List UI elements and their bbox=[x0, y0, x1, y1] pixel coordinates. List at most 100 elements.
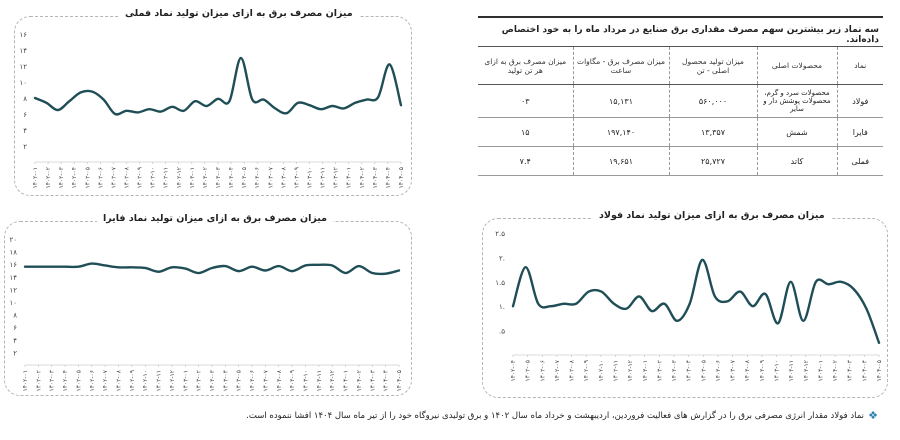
x-tick-label: ۱۴۰۳-۰۷ bbox=[730, 359, 737, 381]
table-row: فملی کاتد ۲۵,۷۲۷ ۱۹,۶۵۱ ۷.۴ bbox=[478, 146, 883, 176]
chart-title-fameli: میزان مصرف برق به ازای میزان تولید نماد … bbox=[119, 8, 359, 19]
x-tick-label: ۱۴۰۲-۰۷ bbox=[554, 359, 561, 381]
header-per-ton: میزان مصرف برق به ازای هر تن تولید bbox=[478, 46, 573, 85]
chart-faira: ۲۰ ۱۸ ۱۶ ۱۴ ۱۲ ۱۰ ۸ ۶ ۴ ۲ ۱۴۰۲-۰۱ ۱۴۰۲-۰۲ ۱۴۰۲-۰۳ ۱۴۰… bbox=[9, 236, 403, 392]
y-tick-label: ۱۴ bbox=[19, 47, 27, 55]
series-line bbox=[511, 258, 881, 344]
x-tick-label: ۱۴۰۲-۰۴ bbox=[510, 360, 517, 382]
x-tick-label: ۱۴۰۳-۰۲ bbox=[196, 370, 203, 392]
cell-production: ۵۶۰,۰۰۰ bbox=[668, 84, 757, 118]
header-production: میزان تولید محصول اصلی - تن bbox=[668, 46, 757, 85]
x-tick-label: ۱۴۰۲-۰۳ bbox=[49, 369, 56, 391]
x-tick-label: ۱۴۰۳-۰۳ bbox=[215, 166, 222, 188]
x-tick-label: ۱۴۰۴-۰۵ bbox=[398, 167, 405, 189]
x-tick-label: ۱۴۰۳-۰۸ bbox=[280, 166, 287, 188]
x-tick-label: ۱۴۰۲-۰۸ bbox=[124, 166, 131, 188]
y-tick-label: ۱۶ bbox=[19, 31, 27, 39]
x-tick-label: ۱۴۰۲-۰۵ bbox=[84, 167, 91, 189]
cell-per-ton: ۱۵ bbox=[478, 117, 573, 147]
x-tick-label: ۱۴۰۲-۰۲ bbox=[45, 167, 52, 189]
x-tick-label: ۱۴۰۲-۰۹ bbox=[129, 370, 136, 392]
x-tick-label: ۱۴۰۲-۰۹ bbox=[583, 360, 590, 382]
table-top-rule bbox=[478, 16, 883, 18]
x-tick-label: ۱۴۰۲-۰۶ bbox=[97, 167, 104, 189]
x-tick-label: ۱۴۰۳-۱۰ bbox=[303, 370, 310, 392]
x-tick-label: ۱۴۰۳-۰۹ bbox=[759, 360, 766, 382]
x-tick-label: ۱۴۰۴-۰۲ bbox=[359, 167, 366, 189]
x-tick-label: ۱۴۰۴-۰۳ bbox=[372, 166, 379, 188]
y-tick-label: ۸ bbox=[23, 95, 27, 103]
y-tick-label: ۱۰ bbox=[9, 299, 17, 307]
x-tick-label: ۱۴۰۲-۰۸ bbox=[569, 359, 576, 381]
x-tick-label: ۱۴۰۲-۰۳ bbox=[58, 166, 65, 188]
cell-products: شمش bbox=[756, 117, 837, 147]
y-tick-label: ۲۰ bbox=[9, 236, 17, 244]
x-tick-label: ۱۴۰۲-۰۵ bbox=[75, 370, 82, 392]
cell-per-ton: ۰۳ bbox=[478, 84, 573, 118]
chart-title-foolad: میزان مصرف برق به ازای میزان تولید نماد … bbox=[593, 210, 831, 221]
header-consumption: میزان مصرف برق - مگاوات ساعت bbox=[572, 46, 669, 85]
x-tick-label: ۱۴۰۳-۱۱ bbox=[316, 370, 323, 392]
x-tick-label: ۱۴۰۴-۰۴ bbox=[385, 167, 392, 189]
chart-title-faira: میزان مصرف برق به ازای میزان تولید نماد … bbox=[97, 213, 334, 224]
cell-consumption: ۱۹,۶۵۱ bbox=[572, 146, 669, 176]
y-tick-label: ۴ bbox=[23, 127, 27, 135]
table-header-row: نماد محصولات اصلی میزان تولید محصول اصلی… bbox=[478, 46, 883, 85]
table-row: فایرا شمش ۱۳,۳۵۷ ۱۹۷,۱۴۰ ۱۵ bbox=[478, 117, 883, 147]
x-tick-label: ۱۴۰۳-۰۵ bbox=[241, 167, 248, 189]
cell-consumption: ۱۵,۱۳۱ bbox=[572, 84, 669, 118]
x-tick-label: ۱۴۰۳-۱۰ bbox=[307, 167, 314, 189]
y-tick-label: ۱۲ bbox=[9, 286, 17, 294]
x-tick-label: ۱۴۰۳-۰۵ bbox=[700, 360, 707, 382]
x-tick-label: ۱۴۰۳-۱۱ bbox=[788, 360, 795, 382]
footnote-bullet-icon: ❖ bbox=[868, 409, 878, 422]
x-tick-label: ۱۴۰۳-۰۱ bbox=[642, 360, 649, 382]
y-tick-label: ۱۴ bbox=[9, 274, 17, 282]
x-tick-label: ۱۴۰۳-۰۴ bbox=[222, 370, 229, 392]
x-tick-label: ۱۴۰۳-۱۱ bbox=[320, 167, 327, 189]
x-tick-label: ۱۴۰۳-۱۰ bbox=[774, 360, 781, 382]
summary-table-block: سه نماد زیر بیشترین سهم مصرف مقداری برق … bbox=[478, 16, 883, 180]
x-tick-label: ۱۴۰۳-۱۲ bbox=[333, 167, 340, 189]
x-tick-label: ۱۴۰۳-۰۹ bbox=[293, 167, 300, 189]
x-tick-label: ۱۴۰۲-۱۰ bbox=[142, 370, 149, 392]
table-caption: سه نماد زیر بیشترین سهم مصرف مقداری برق … bbox=[501, 25, 879, 45]
chart-fameli: ۱۶ ۱۴ ۱۲ ۱۰ ۸ ۶ ۴ ۲ ۱۴۰۲-۰۱ ۱۴۰۲-۰۲ ۱۴۰۲-۰۳ ۱۴۰۲-۰۴… bbox=[19, 31, 405, 189]
x-tick-label: ۱۴۰۳-۰۷ bbox=[267, 166, 274, 188]
x-tick-label: ۱۴۰۲-۰۷ bbox=[102, 369, 109, 391]
y-tick-label: ۴ bbox=[13, 337, 17, 345]
chart-panel-foolad: میزان مصرف برق به ازای میزان تولید نماد … bbox=[482, 210, 888, 398]
summary-table: نماد محصولات اصلی میزان تولید محصول اصلی… bbox=[478, 46, 883, 176]
cell-per-ton: ۷.۴ bbox=[478, 146, 573, 176]
x-tick-label: ۱۴۰۳-۰۶ bbox=[249, 370, 256, 392]
y-tick-label: ۱۲ bbox=[19, 63, 27, 71]
x-tick-label: ۱۴۰۴-۰۵ bbox=[396, 370, 403, 392]
x-tick-label: ۱۴۰۳-۰۳ bbox=[671, 359, 678, 381]
y-tick-label: ۲ bbox=[23, 143, 27, 151]
chart-panel-faira: میزان مصرف برق به ازای میزان تولید نماد … bbox=[4, 213, 412, 396]
x-tick-label: ۱۴۰۳-۱۲ bbox=[803, 360, 810, 382]
header-products: محصولات اصلی bbox=[756, 46, 837, 85]
x-tick-label: ۱۴۰۲-۱۰ bbox=[598, 360, 605, 382]
x-tick-label: ۱۴۰۳-۰۴ bbox=[686, 360, 693, 382]
x-tick-label: ۱۴۰۴-۰۲ bbox=[832, 360, 839, 382]
x-tick-label: ۱۴۰۳-۰۱ bbox=[182, 370, 189, 392]
y-tick-label: ۲.۵ bbox=[495, 230, 505, 238]
x-tick-label: ۱۴۰۴-۰۵ bbox=[876, 360, 883, 382]
y-tick-label: ۶ bbox=[13, 324, 17, 332]
cell-consumption: ۱۹۷,۱۴۰ bbox=[572, 117, 669, 147]
x-tick-label: ۱۴۰۳-۰۲ bbox=[656, 360, 663, 382]
cell-products: کاتد bbox=[756, 146, 837, 176]
x-tick-label: ۱۴۰۲-۰۱ bbox=[22, 370, 29, 392]
cell-products: محصولات سرد و گرم، محصولات پوشش دار و سا… bbox=[756, 84, 837, 118]
x-tick-label: ۱۴۰۴-۰۴ bbox=[383, 370, 390, 392]
x-tick-label: ۱۴۰۳-۰۱ bbox=[189, 167, 196, 189]
x-tick-label: ۱۴۰۲-۱۱ bbox=[612, 360, 619, 382]
cell-production: ۲۵,۷۲۷ bbox=[668, 146, 757, 176]
y-tick-label: ۱۰ bbox=[19, 79, 27, 87]
x-tick-label: ۱۴۰۲-۱۱ bbox=[156, 370, 163, 392]
cell-symbol: فملی bbox=[836, 146, 883, 176]
x-tick-label: ۱۴۰۲-۱۲ bbox=[176, 167, 183, 189]
header-symbol: نماد bbox=[836, 46, 883, 85]
series-line bbox=[23, 262, 401, 276]
